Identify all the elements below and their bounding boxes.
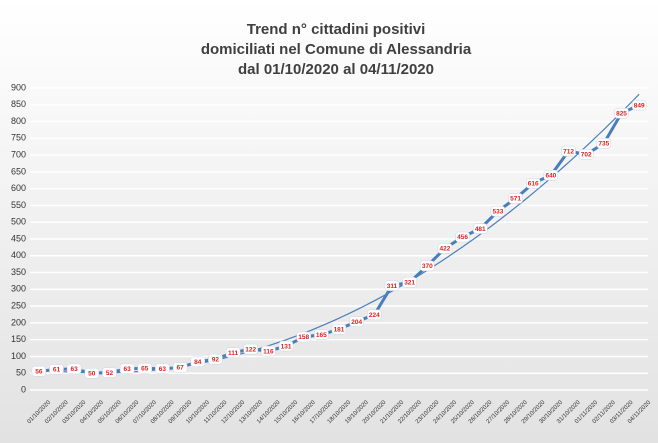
y-tick-label: 650: [11, 166, 26, 176]
data-label: 370: [422, 263, 433, 270]
data-label-box: [349, 316, 364, 327]
data-label-box: [208, 353, 223, 365]
chart-title: dal 01/10/2020 al 04/11/2020: [238, 61, 434, 78]
data-label: 533: [492, 208, 503, 215]
data-label-box: [102, 367, 117, 378]
data-label: 56: [35, 368, 43, 375]
data-label-box: [473, 223, 488, 234]
data-label: 640: [545, 172, 556, 179]
y-tick-label: 0: [21, 384, 26, 394]
data-label: 67: [176, 365, 184, 372]
chart-title: Trend n° cittadini positivi: [247, 21, 426, 38]
y-tick-label: 400: [11, 250, 26, 260]
data-label-box: [66, 363, 82, 375]
data-label: 158: [298, 334, 309, 341]
y-tick-label: 350: [11, 267, 26, 277]
data-label: 321: [404, 280, 415, 287]
data-label: 131: [281, 343, 292, 350]
data-label-box: [119, 363, 135, 375]
y-tick-label: 700: [11, 149, 26, 159]
y-tick-label: 450: [11, 233, 26, 243]
data-label: 204: [351, 319, 362, 326]
data-label-box: [31, 365, 47, 377]
data-label-box: [614, 107, 629, 119]
data-label-box: [296, 331, 311, 343]
data-label-box: [578, 149, 594, 160]
y-tick-label: 600: [11, 183, 26, 193]
data-label: 311: [387, 283, 398, 290]
data-label: 825: [616, 110, 627, 117]
data-label-box: [455, 231, 470, 243]
data-label-box: [243, 343, 258, 355]
data-label-box: [190, 356, 205, 368]
y-tick-label: 150: [11, 334, 26, 344]
data-label-box: [314, 329, 329, 340]
data-label-box: [402, 277, 417, 288]
y-tick-label: 850: [11, 99, 26, 109]
data-label-box: [437, 243, 453, 254]
data-label: 63: [159, 366, 167, 373]
data-label: 422: [440, 246, 451, 253]
data-label-box: [49, 364, 64, 375]
data-label: 849: [634, 102, 645, 109]
data-label-box: [543, 169, 559, 181]
data-label: 92: [212, 356, 220, 363]
data-label-box: [420, 260, 435, 272]
data-label: 116: [263, 348, 274, 355]
y-tick-label: 750: [11, 133, 26, 143]
data-label: 63: [123, 366, 131, 373]
data-label-box: [561, 145, 576, 157]
data-label-box: [278, 340, 294, 352]
y-tick-label: 300: [11, 284, 26, 294]
data-label: 481: [475, 226, 486, 233]
data-label-box: [384, 280, 400, 291]
data-label: 50: [88, 370, 96, 377]
data-label: 165: [316, 332, 327, 339]
data-label: 735: [598, 141, 609, 148]
data-label: 63: [71, 366, 79, 373]
data-label-box: [631, 99, 647, 111]
y-tick-label: 550: [11, 200, 26, 210]
data-label-box: [225, 347, 241, 359]
data-label-box: [137, 362, 153, 374]
data-label: 712: [563, 148, 574, 155]
chart-title: domiciliati nel Comune di Alessandria: [201, 41, 472, 58]
data-label-box: [84, 367, 100, 379]
data-label-box: [367, 309, 382, 321]
data-label: 702: [581, 152, 592, 159]
y-tick-label: 100: [11, 351, 26, 361]
y-tick-label: 250: [11, 300, 26, 310]
data-label-box: [508, 193, 523, 204]
data-label: 571: [510, 196, 521, 203]
data-label: 181: [334, 326, 345, 333]
y-tick-label: 800: [11, 116, 26, 126]
data-label-box: [490, 205, 506, 217]
y-tick-label: 500: [11, 217, 26, 227]
data-label: 52: [106, 370, 114, 377]
data-label: 84: [194, 359, 202, 366]
data-label: 65: [141, 365, 149, 372]
data-label: 122: [245, 346, 256, 353]
data-label-box: [155, 363, 170, 375]
y-tick-label: 900: [11, 82, 26, 92]
data-label-box: [172, 362, 188, 373]
data-label: 224: [369, 312, 380, 319]
data-label: 111: [228, 350, 239, 357]
y-tick-label: 200: [11, 317, 26, 327]
data-label-box: [596, 138, 612, 149]
data-label: 456: [457, 234, 468, 241]
data-label-box: [331, 324, 347, 335]
data-label-box: [525, 178, 541, 189]
data-label: 61: [53, 367, 61, 374]
data-label-box: [261, 345, 276, 357]
y-tick-label: 50: [16, 368, 26, 378]
data-label: 616: [528, 181, 539, 188]
